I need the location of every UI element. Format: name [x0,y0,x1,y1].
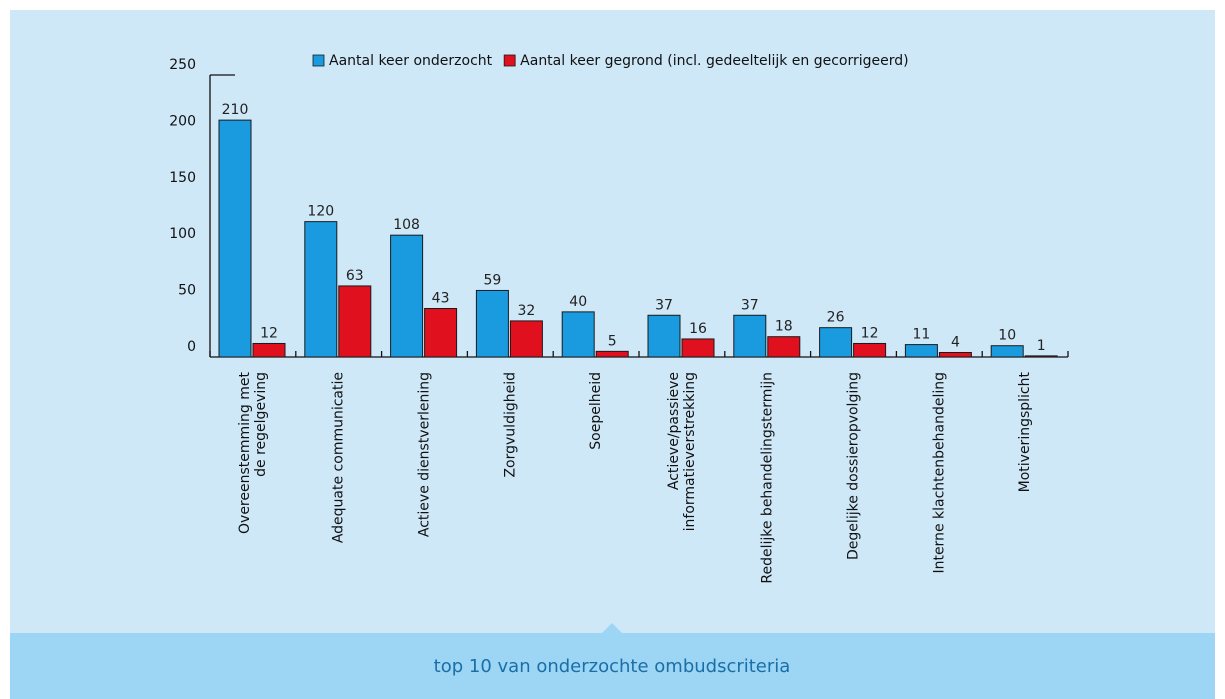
value-label: 37 [741,297,759,313]
label-line: Actieve dienstverlening [417,372,433,537]
label-line: Interne klachtenbehandeling [931,372,947,574]
bar [509,320,543,358]
y-tick-label: 200 [169,113,196,129]
value-label: 5 [608,333,617,349]
bar [904,344,938,358]
value-label: 4 [951,334,960,350]
y-tick-label: 250 [169,57,196,73]
bar [338,285,372,358]
bar [767,336,801,358]
value-label: 63 [346,268,364,284]
x-tick-label: Actieve/passieveinformatieverstrekking [666,372,698,531]
value-label: 18 [775,319,793,335]
label-line: informatieverstrekking [682,372,698,531]
y-tick-label: 100 [169,226,196,242]
label-line: Actieve/passieve [666,372,682,490]
bar [218,119,252,358]
label-line: Redelijke behandelingstermijn [760,372,776,584]
legend-label: Aantal keer gegrond (incl. gedeeltelijk … [520,53,908,69]
caption-band [10,623,1215,699]
label-line: Zorgvuldigheid [502,372,518,478]
label-line: Degelijke dossieropvolging [846,372,862,560]
bar [990,345,1024,358]
value-label: 12 [861,325,879,341]
y-tick-label: 150 [169,170,196,186]
label-line: Overeenstemming met [237,371,253,533]
value-label: 12 [260,325,278,341]
label-line: Soepelheid [588,372,604,450]
value-label: 43 [432,290,450,306]
bar [304,221,338,358]
value-label: 32 [517,303,535,319]
x-tick-label: Redelijke behandelingstermijn [760,372,776,584]
x-tick-label: Soepelheid [588,372,604,450]
x-tick-label: Actieve dienstverlening [417,372,433,537]
bar [475,289,509,358]
bar [424,307,458,358]
x-tick-label: Zorgvuldigheid [502,372,518,478]
bar [561,311,595,358]
value-label: 108 [393,217,420,233]
value-label: 10 [998,328,1016,344]
x-tick-label: Adequate communicatie [331,372,347,543]
bar [819,327,853,358]
legend-label: Aantal keer onderzocht [329,53,493,69]
bar [1024,355,1058,358]
label-line: de regelgeving [253,372,269,477]
bar [595,350,629,358]
caption: top 10 van onderzochte ombudscriteria [434,656,791,677]
y-tick-label: 0 [187,339,196,355]
label-line: Motiveringsplicht [1017,372,1033,493]
bar [681,338,715,358]
value-label: 120 [307,204,334,220]
value-label: 1 [1037,338,1046,354]
x-tick-label: Interne klachtenbehandeling [931,372,947,574]
bar [390,234,424,358]
bar [733,314,767,358]
value-label: 16 [689,321,707,337]
y-tick-label: 50 [178,283,196,299]
value-label: 37 [655,297,673,313]
value-label: 210 [222,102,249,118]
x-tick-label: Motiveringsplicht [1017,372,1033,493]
bar [647,314,681,358]
x-tick-label: Overeenstemming metde regelgeving [237,371,269,533]
bar [938,351,972,358]
value-label: 11 [912,327,930,343]
x-tick-label: Degelijke dossieropvolging [846,372,862,560]
value-label: 59 [483,272,501,288]
legend-swatch [503,54,516,67]
label-line: Adequate communicatie [331,372,347,543]
bar [853,342,887,358]
bar [252,342,286,358]
legend-swatch [312,54,325,67]
value-label: 40 [569,294,587,310]
value-label: 26 [827,310,845,326]
